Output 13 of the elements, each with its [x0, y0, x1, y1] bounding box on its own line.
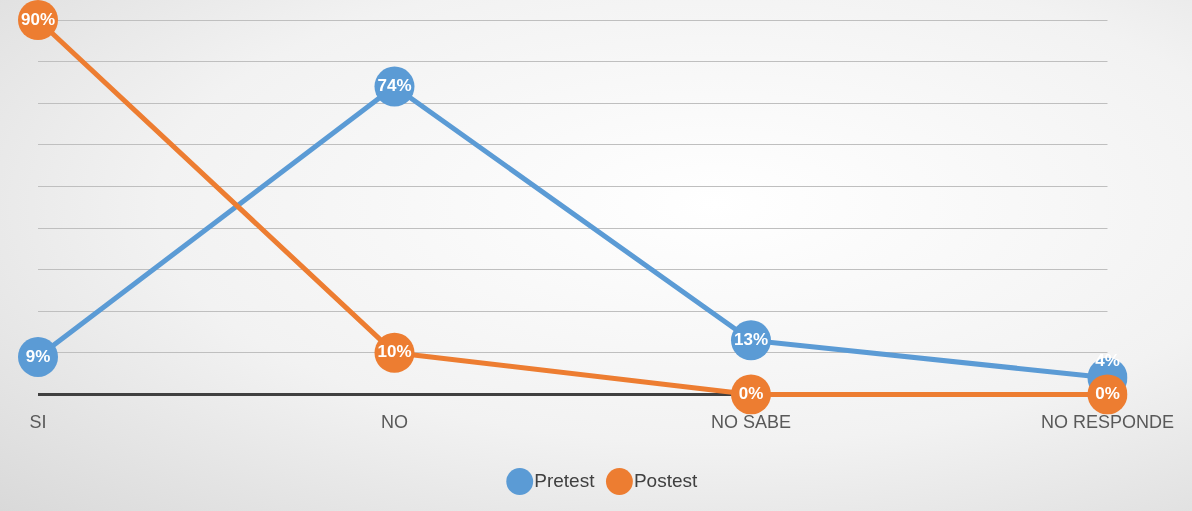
x-tick-label: NO SABE: [710, 412, 792, 433]
data-label: 0%: [1095, 384, 1120, 404]
data-label: 0%: [738, 384, 764, 404]
x-tick-label: NO: [381, 412, 408, 433]
x-tick-label: NO RESPONDE: [1040, 412, 1174, 433]
data-label: 10%: [377, 342, 412, 362]
data-label: 74%: [377, 76, 412, 96]
x-tick-label: SI: [29, 412, 47, 433]
data-label: 13%: [733, 330, 769, 350]
legend-label: Postest: [633, 469, 698, 491]
data-label: 9%: [25, 346, 51, 366]
data-label: 90%: [20, 9, 56, 29]
legend-label: Pretest: [534, 469, 596, 491]
